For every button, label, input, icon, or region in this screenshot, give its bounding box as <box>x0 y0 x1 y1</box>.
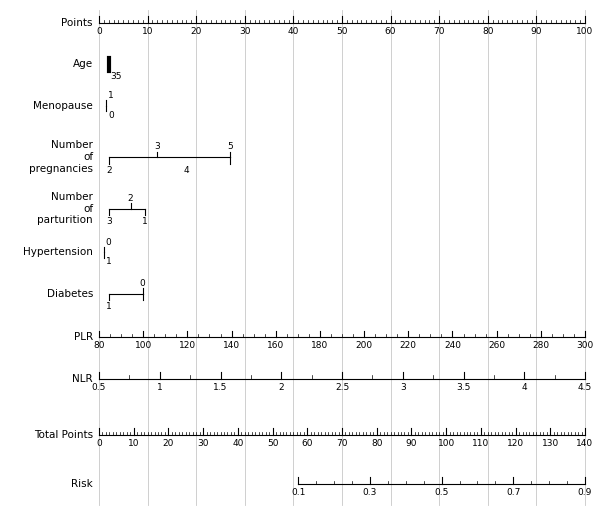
Text: 0.1: 0.1 <box>291 488 305 497</box>
Text: 35: 35 <box>110 72 121 80</box>
Text: 280: 280 <box>532 341 550 350</box>
Text: 90: 90 <box>406 439 417 448</box>
Text: 100: 100 <box>134 341 152 350</box>
Text: 60: 60 <box>302 439 313 448</box>
Text: 140: 140 <box>223 341 240 350</box>
Text: 260: 260 <box>488 341 505 350</box>
Text: 1: 1 <box>106 302 112 311</box>
Text: 0: 0 <box>96 439 102 448</box>
Text: 300: 300 <box>577 341 593 350</box>
Text: Risk: Risk <box>71 479 93 489</box>
Text: 200: 200 <box>356 341 373 350</box>
Text: Number
of
pregnancies: Number of pregnancies <box>29 141 93 174</box>
Text: 180: 180 <box>311 341 329 350</box>
Text: 100: 100 <box>437 439 455 448</box>
Text: 240: 240 <box>444 341 461 350</box>
Text: Hypertension: Hypertension <box>23 247 93 258</box>
Text: 50: 50 <box>267 439 278 448</box>
Text: PLR: PLR <box>74 332 93 342</box>
Text: NLR: NLR <box>73 373 93 384</box>
Text: 110: 110 <box>472 439 490 448</box>
Text: 2.5: 2.5 <box>335 383 349 391</box>
Text: 4.5: 4.5 <box>578 383 592 391</box>
Text: 0.3: 0.3 <box>363 488 377 497</box>
Text: 2: 2 <box>278 383 284 391</box>
Text: 0: 0 <box>108 111 114 119</box>
Text: 60: 60 <box>385 27 397 36</box>
Text: 50: 50 <box>336 27 348 36</box>
Text: 80: 80 <box>482 27 494 36</box>
Text: Points: Points <box>62 18 93 28</box>
Text: Number
of
parturition: Number of parturition <box>37 192 93 225</box>
Text: 0: 0 <box>140 279 146 288</box>
Text: 80: 80 <box>371 439 382 448</box>
Text: 0.7: 0.7 <box>506 488 521 497</box>
Text: 160: 160 <box>267 341 284 350</box>
Text: 80: 80 <box>93 341 105 350</box>
Text: Menopause: Menopause <box>33 100 93 111</box>
Text: 3: 3 <box>106 217 112 226</box>
Text: 40: 40 <box>232 439 244 448</box>
Text: 90: 90 <box>530 27 542 36</box>
Text: 10: 10 <box>128 439 139 448</box>
Text: 0: 0 <box>96 27 102 36</box>
Text: 220: 220 <box>400 341 417 350</box>
Text: 3: 3 <box>154 143 160 151</box>
Text: 30: 30 <box>197 439 209 448</box>
Text: 120: 120 <box>507 439 524 448</box>
Text: 140: 140 <box>577 439 593 448</box>
Text: 130: 130 <box>542 439 559 448</box>
Text: 10: 10 <box>142 27 154 36</box>
Text: 2: 2 <box>106 166 112 175</box>
Text: 120: 120 <box>179 341 196 350</box>
Text: 20: 20 <box>191 27 202 36</box>
Text: 20: 20 <box>163 439 174 448</box>
Text: 1: 1 <box>157 383 163 391</box>
Text: 4: 4 <box>184 166 189 175</box>
Text: 70: 70 <box>336 439 348 448</box>
Text: 1.5: 1.5 <box>214 383 227 391</box>
Text: 4: 4 <box>521 383 527 391</box>
Text: Age: Age <box>73 59 93 70</box>
Text: 30: 30 <box>239 27 251 36</box>
Text: Total Points: Total Points <box>34 430 93 440</box>
Text: 70: 70 <box>433 27 445 36</box>
Text: 3: 3 <box>400 383 406 391</box>
Text: Diabetes: Diabetes <box>47 288 93 299</box>
Text: 0.5: 0.5 <box>92 383 106 391</box>
Text: 0: 0 <box>106 238 112 247</box>
Text: 0.9: 0.9 <box>578 488 592 497</box>
Text: 40: 40 <box>288 27 299 36</box>
Text: 1: 1 <box>108 92 114 100</box>
Text: 5: 5 <box>227 143 233 151</box>
Text: 3.5: 3.5 <box>457 383 470 391</box>
Text: 100: 100 <box>577 27 593 36</box>
Text: 1: 1 <box>142 217 148 226</box>
Text: 0.5: 0.5 <box>434 488 449 497</box>
Text: 1: 1 <box>106 258 112 266</box>
Text: 2: 2 <box>128 194 133 203</box>
